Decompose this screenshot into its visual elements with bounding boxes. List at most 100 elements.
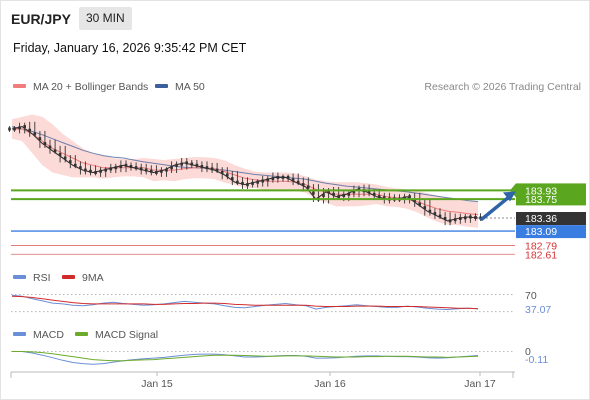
price-candle-body xyxy=(84,168,87,172)
macd-zero-label: 0 xyxy=(525,346,531,358)
price-candle-body xyxy=(69,160,72,164)
price-candle-body xyxy=(74,163,77,167)
legend-swatch-macd-signal xyxy=(75,332,88,336)
legend-label-ma50: MA 50 xyxy=(175,81,205,93)
price-candle-body xyxy=(175,163,178,167)
price-candle-body xyxy=(104,168,107,172)
time-axis-tick-label: Jan 16 xyxy=(314,378,346,390)
interval-selector[interactable]: 30 MIN xyxy=(79,7,132,30)
key-levels xyxy=(11,189,515,255)
rsi-9ma-line xyxy=(11,295,479,310)
support-tag-label-red[interactable]: 182.61 xyxy=(525,249,557,261)
price-candle-body xyxy=(28,128,31,132)
price-candle-body xyxy=(200,165,204,168)
price-candle-body xyxy=(408,195,411,199)
price-candle-body xyxy=(58,152,62,156)
legend-label-rsi: RSI xyxy=(33,272,51,284)
price-candle-body xyxy=(99,169,102,173)
last-price-tag[interactable]: 183.36 xyxy=(516,212,586,225)
price-candle-body xyxy=(170,166,173,170)
price-candle-body xyxy=(428,209,432,213)
legend-swatch-macd xyxy=(13,332,26,336)
price-candle-body xyxy=(383,196,386,200)
price-candle-body xyxy=(210,167,214,171)
price-candle-body xyxy=(94,171,97,174)
price-candle-body xyxy=(139,167,143,171)
price-candle-body xyxy=(307,185,310,189)
legend-swatch-rsi xyxy=(13,275,26,279)
last-price-tag-label: 183.36 xyxy=(525,213,557,225)
time-axis-tick-label: Jan 15 xyxy=(141,378,173,390)
price-candle-body xyxy=(129,165,133,168)
price-candle-body xyxy=(23,125,26,129)
price-candle-body xyxy=(453,218,457,222)
rsi-current-label: 37.07 xyxy=(525,304,551,316)
legend-label-ma20: MA 20 + Bollinger Bands xyxy=(33,81,148,93)
price-candle-body xyxy=(322,194,325,197)
support-tag-label-red[interactable]: 182.79 xyxy=(525,241,557,253)
pivot-arrow-shaft xyxy=(480,193,513,221)
price-candle-body xyxy=(241,181,244,185)
price-candle-body xyxy=(423,206,427,210)
price-candle-body xyxy=(8,127,11,131)
price-candle-body xyxy=(190,162,194,166)
legend-label-macd-signal: MACD Signal xyxy=(95,329,158,341)
resistance-tag[interactable]: 183.75 xyxy=(525,194,557,206)
price-candle-body xyxy=(347,192,351,196)
price-candle-body xyxy=(438,214,442,218)
price-candle-body xyxy=(43,142,47,145)
price-candle-body xyxy=(18,126,21,130)
price-candle-body xyxy=(266,178,270,182)
price-candle-body xyxy=(301,183,305,187)
price-candle-body xyxy=(256,180,259,184)
price-candle-body xyxy=(53,149,57,153)
price-candle-body xyxy=(403,196,406,200)
price-candle-body xyxy=(286,175,290,179)
price-candle-body xyxy=(372,192,376,196)
price-candle-body xyxy=(231,177,234,181)
price-candle-body xyxy=(205,166,209,170)
price-candle-body xyxy=(33,132,37,136)
symbol-title: EUR/JPY xyxy=(11,11,71,27)
pivot-arrow xyxy=(480,191,516,221)
legend-swatch-ma20 xyxy=(13,84,26,88)
rsi-panel: 70 37.07 xyxy=(11,290,551,316)
price-candle-body xyxy=(433,212,437,216)
price-candle-body xyxy=(352,190,356,194)
price-candle-body xyxy=(134,166,138,170)
price-candle-body xyxy=(251,181,254,185)
price-candle-body xyxy=(48,145,52,149)
price-candle-body xyxy=(291,178,295,182)
price-candle-body xyxy=(180,162,183,166)
price-candle-body xyxy=(109,167,113,171)
time-axis-tick-label: Jan 17 xyxy=(464,378,496,390)
price-candle-body xyxy=(413,198,416,202)
macd-current-label: -0.11 xyxy=(525,354,548,366)
price-candle-body xyxy=(89,169,92,173)
price-candle-body xyxy=(160,169,163,173)
resistance-tag-label: 183.75 xyxy=(525,194,557,206)
price-candle-body xyxy=(165,168,168,172)
resistance-tag-label: 183.93 xyxy=(525,185,557,197)
price-candle-body xyxy=(226,173,229,177)
price-candle-body xyxy=(114,166,118,170)
price-candle-body xyxy=(271,177,275,181)
price-candle-body xyxy=(195,163,199,167)
legend-label-macd: MACD xyxy=(33,329,64,341)
price-candle-body xyxy=(119,165,123,168)
support-tag[interactable]: 183.09 xyxy=(516,225,586,239)
price-candle-body xyxy=(448,219,452,223)
resistance-tag-bg xyxy=(516,183,586,206)
price-candle-body xyxy=(38,137,42,141)
research-credit: Research © 2026 Trading Central xyxy=(424,81,581,93)
price-candle-body xyxy=(377,195,381,199)
rsi-70-label: 70 xyxy=(525,290,537,302)
price-candle-body xyxy=(418,202,421,206)
support-tag-bg xyxy=(516,225,586,239)
price-candle-body xyxy=(185,161,188,165)
price-candle-body xyxy=(337,195,340,199)
price-candle-body xyxy=(150,169,153,173)
